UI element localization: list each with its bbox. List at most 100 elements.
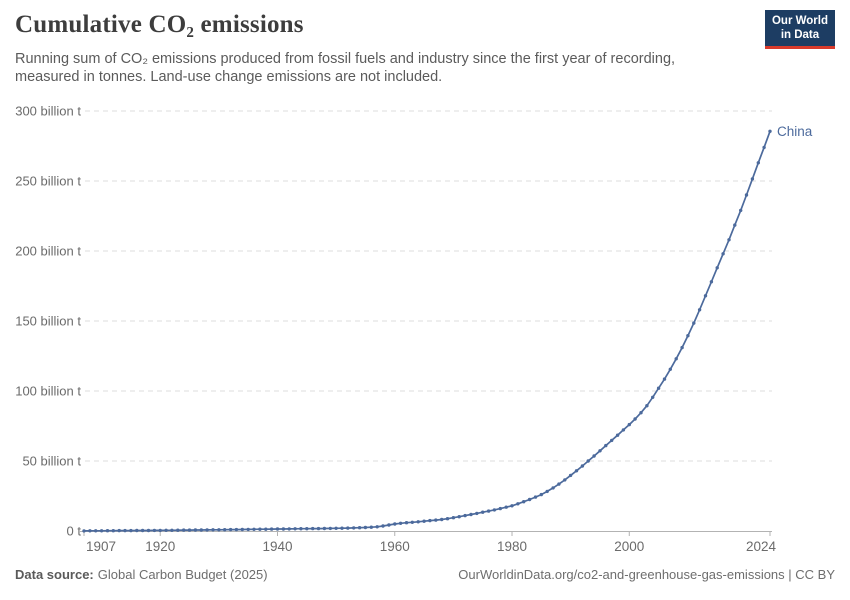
data-point[interactable] [305,527,309,531]
data-point[interactable] [428,518,432,523]
data-point[interactable] [234,527,239,532]
data-point[interactable] [621,428,626,432]
data-point[interactable] [228,527,233,532]
data-point[interactable] [328,526,332,531]
data-point[interactable] [105,529,110,533]
data-point[interactable] [258,527,262,531]
data-point[interactable] [82,529,86,533]
data-point[interactable] [346,526,350,530]
data-point[interactable] [445,517,450,521]
data-point[interactable] [293,527,297,531]
data-point[interactable] [158,528,162,533]
data-point[interactable] [639,411,643,415]
data-point[interactable] [352,526,356,530]
data-point[interactable] [387,523,391,527]
data-point[interactable] [498,506,502,511]
data-point[interactable] [762,145,766,150]
data-point[interactable] [610,438,614,443]
data-point[interactable] [504,505,508,509]
data-point[interactable] [117,528,121,533]
data-point[interactable] [135,528,139,533]
data-point[interactable] [627,422,631,427]
data-point[interactable] [357,526,362,530]
data-point[interactable] [586,459,590,463]
data-point[interactable] [756,161,760,165]
data-point[interactable] [733,223,737,227]
data-point[interactable] [152,528,157,533]
data-point[interactable] [545,489,549,494]
data-point[interactable] [275,527,280,531]
data-point[interactable] [457,515,461,519]
data-point[interactable] [422,519,426,523]
data-point[interactable] [744,193,749,197]
data-point[interactable] [615,433,620,437]
data-point[interactable] [281,527,286,531]
data-point[interactable] [322,526,327,531]
data-point[interactable] [533,495,538,499]
data-point[interactable] [727,238,731,242]
data-point[interactable] [522,500,526,504]
data-point[interactable] [334,526,338,530]
data-point[interactable] [709,280,714,284]
data-point[interactable] [269,527,274,531]
data-point[interactable] [475,511,479,516]
data-point[interactable] [539,492,543,497]
data-point[interactable] [633,417,637,421]
data-point[interactable] [492,508,497,512]
data-point[interactable] [463,513,467,518]
data-point[interactable] [645,404,649,408]
data-point[interactable] [217,528,221,532]
data-point[interactable] [527,497,532,502]
data-point[interactable] [516,502,520,506]
data-point[interactable] [375,525,379,529]
data-point[interactable] [580,464,585,468]
data-point[interactable] [363,525,368,530]
data-point[interactable] [469,512,473,517]
data-point[interactable] [592,454,596,458]
data-point[interactable] [598,449,602,453]
data-point[interactable] [715,266,719,270]
data-point[interactable] [604,443,608,448]
data-point[interactable] [187,528,192,532]
data-point[interactable] [111,529,116,533]
footer-link[interactable]: OurWorldinData.org/co2-and-greenhouse-ga… [458,567,835,582]
data-point[interactable] [164,528,168,532]
data-point[interactable] [410,520,414,524]
data-point[interactable] [193,528,198,532]
data-point[interactable] [692,321,696,325]
data-point[interactable] [311,526,315,531]
data-point[interactable] [703,294,708,298]
data-point[interactable] [223,528,227,532]
data-point[interactable] [211,528,215,532]
data-point[interactable] [205,528,209,532]
data-point[interactable] [170,528,174,532]
data-point[interactable] [398,521,403,525]
data-point[interactable] [510,504,514,508]
data-point[interactable] [668,367,672,371]
data-point[interactable] [240,527,244,532]
data-point[interactable] [568,473,573,478]
data-point[interactable] [99,529,104,533]
data-point[interactable] [451,516,456,520]
data-point[interactable] [369,525,373,529]
data-point[interactable] [750,177,755,181]
data-point[interactable] [416,520,420,524]
entity-label[interactable]: China [777,124,813,139]
data-point[interactable] [299,527,303,531]
data-point[interactable] [182,528,186,532]
data-point[interactable] [697,308,702,312]
data-point[interactable] [557,482,561,486]
data-line[interactable] [83,130,771,532]
data-point[interactable] [574,469,579,473]
data-point[interactable] [656,386,661,390]
data-point[interactable] [686,334,690,338]
data-point[interactable] [674,357,678,361]
data-point[interactable] [176,528,180,532]
data-point[interactable] [434,518,438,522]
data-point[interactable] [252,527,256,531]
data-point[interactable] [563,478,567,482]
data-point[interactable] [481,510,485,514]
data-point[interactable] [551,486,555,490]
data-point[interactable] [129,528,133,533]
